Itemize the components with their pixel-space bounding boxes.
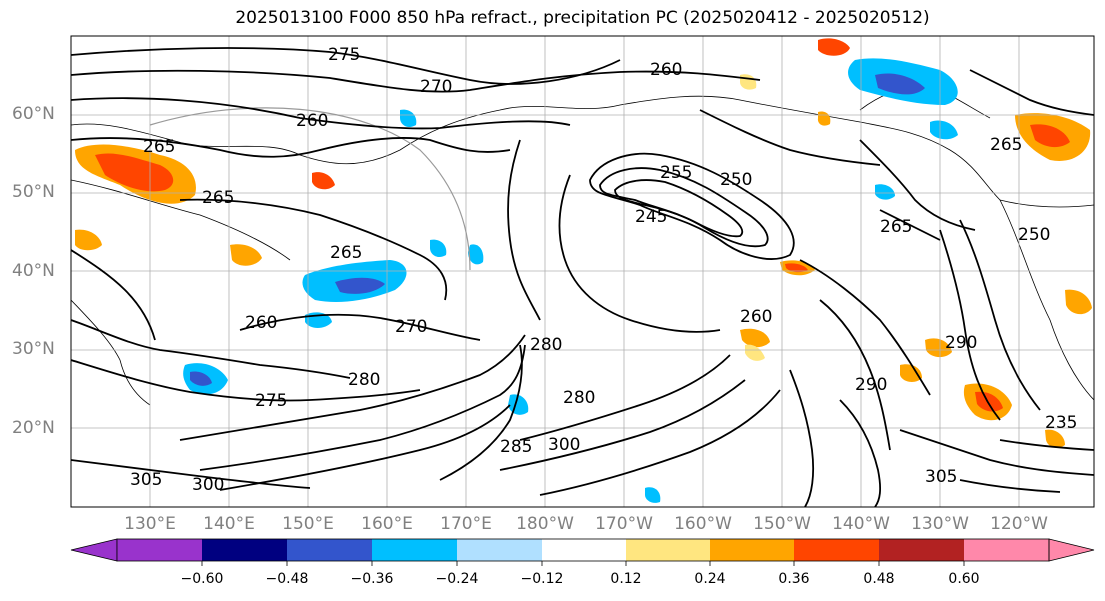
colorbar-tick-label: 0.60 <box>948 571 980 587</box>
refractivity-contours <box>71 47 1094 507</box>
contour-label: 290 <box>945 333 977 353</box>
lat-tick-label: 50°N <box>12 182 55 202</box>
colorbar-segment <box>202 539 287 561</box>
lon-tick-label: 180°W <box>516 514 574 534</box>
contour-label: 270 <box>420 77 452 97</box>
contour-label: 265 <box>880 217 912 237</box>
colorbar-tick-label: −0.60 <box>180 571 224 587</box>
lat-tick-label: 60°N <box>12 104 55 124</box>
contour-label: 275 <box>328 45 360 65</box>
colorbar-tick-label: −0.36 <box>350 571 394 587</box>
lon-tick-label: 160°W <box>674 514 732 534</box>
contour-label: 255 <box>660 163 692 183</box>
colorbar-segment <box>710 539 794 561</box>
map-area: 275 270 260 265 260 265 255 250 245 265 … <box>71 36 1094 507</box>
contour-label: 275 <box>255 391 287 411</box>
colorbar-tick-label: 0.36 <box>778 571 810 587</box>
lon-tick-label: 150°W <box>753 514 811 534</box>
contour-label: 245 <box>635 207 667 227</box>
lon-tick-label: 130°W <box>911 514 969 534</box>
lat-tick-label: 30°N <box>12 339 55 359</box>
colorbar-segment <box>626 539 710 561</box>
lon-tick-label: 130°E <box>124 514 176 534</box>
contour-label: 265 <box>990 135 1022 155</box>
colorbar-tick-label: 0.24 <box>694 571 726 587</box>
colorbar-tick-label: 0.12 <box>610 571 642 587</box>
contour-label: 280 <box>530 335 562 355</box>
lon-tick-label: 140°W <box>832 514 890 534</box>
contour-label: 265 <box>330 243 362 263</box>
lon-tick-label: 170°E <box>440 514 492 534</box>
contour-label: 280 <box>348 370 380 390</box>
contour-labels: 275 270 260 265 260 265 255 250 245 265 … <box>130 45 1077 495</box>
map-frame <box>70 35 1095 508</box>
contour-label: 270 <box>395 317 427 337</box>
lat-tick-label: 40°N <box>12 261 55 281</box>
colorbar-segment <box>457 539 542 561</box>
lat-tick-label: 20°N <box>12 418 55 438</box>
contour-label: 260 <box>296 111 328 131</box>
domain-arc <box>149 107 471 271</box>
lon-tick-label: 160°E <box>361 514 413 534</box>
contour-label: 235 <box>1045 413 1077 433</box>
colorbar-extend-low <box>70 538 118 562</box>
contour-label: 260 <box>650 60 682 80</box>
colorbar-tick-label: −0.12 <box>520 571 564 587</box>
contour-label: 285 <box>500 437 532 457</box>
contour-label: 265 <box>143 137 175 157</box>
lon-tick-label: 140°E <box>203 514 255 534</box>
contour-label: 250 <box>1018 225 1050 245</box>
contour-label: 305 <box>130 470 162 490</box>
colorbar-segment <box>794 539 879 561</box>
lon-tick-label: 120°W <box>990 514 1048 534</box>
contour-label: 260 <box>740 307 772 327</box>
contour-label: 280 <box>563 388 595 408</box>
contour-label: 300 <box>192 475 224 495</box>
colorbar-segment <box>542 539 626 561</box>
contour-label: 300 <box>548 435 580 455</box>
map-title: 2025013100 F000 850 hPa refract., precip… <box>235 8 930 28</box>
contour-label: 260 <box>245 313 277 333</box>
colorbar <box>70 538 1095 566</box>
precip-patches <box>75 38 1092 503</box>
colorbar-segment <box>372 539 457 561</box>
contour-label: 265 <box>202 188 234 208</box>
colorbar-segment <box>287 539 372 561</box>
colorbar-segment <box>964 539 1049 561</box>
contour-label: 250 <box>720 170 752 190</box>
lon-tick-label: 150°E <box>282 514 334 534</box>
contour-label: 290 <box>855 375 887 395</box>
gridlines <box>71 36 1094 507</box>
colorbar-tick-label: −0.48 <box>265 571 309 587</box>
colorbar-tick-label: −0.24 <box>435 571 479 587</box>
contour-label: 305 <box>925 467 957 487</box>
colorbar-segment <box>879 539 964 561</box>
colorbar-frame <box>116 538 1050 562</box>
colorbar-tick-label: 0.48 <box>863 571 895 587</box>
colorbar-segment <box>117 539 202 561</box>
colorbar-extend-high <box>1048 538 1095 562</box>
lon-tick-label: 170°W <box>595 514 653 534</box>
